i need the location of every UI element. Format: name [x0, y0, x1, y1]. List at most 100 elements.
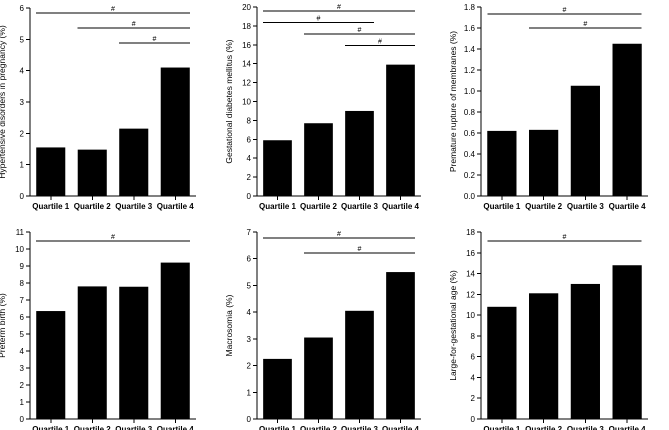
y-tick-label: 4	[247, 154, 252, 163]
bar-3	[345, 110, 374, 196]
y-tick-label: 6	[247, 135, 252, 144]
bar-1	[487, 306, 517, 419]
y-tick-label: 4	[247, 308, 252, 317]
x-tick-label: Quartile 3	[115, 425, 152, 430]
x-tick-label: Quartile 4	[382, 202, 419, 211]
x-tick-label: Quartile 1	[483, 202, 520, 211]
y-tick-label: 20	[242, 3, 251, 12]
panel-premature-rupture: 0.0 0.2 0.4 0.6 0.8 1.0 1.2 1.4 1.6 1.8 Quartile 1…	[448, 3, 648, 211]
x-tick-label: Quartile 4	[382, 425, 419, 430]
bar-3	[570, 85, 600, 196]
bar-2	[304, 123, 333, 196]
y-tick-label: 0	[20, 192, 25, 201]
y-tick-label: 1.6	[464, 24, 476, 33]
y-tick-label: 3	[20, 364, 25, 373]
x-tick-label: Quartile 1	[259, 425, 296, 430]
bar-3	[119, 128, 149, 196]
y-tick-label: 5	[20, 35, 25, 44]
bar-3	[119, 286, 149, 419]
x-tick-label: Quartile 3	[341, 202, 378, 211]
bar-4	[160, 67, 190, 197]
y-tick-label: 0.8	[464, 108, 476, 117]
y-axis-label: Preterm birth (%)	[0, 293, 7, 358]
significance-mark: #	[111, 234, 115, 241]
y-tick-label: 1	[20, 398, 25, 407]
significance-mark: #	[317, 16, 321, 23]
panel-gestational-diabetes: 0 2 4 6 8 10 12 14 16 18 20 Quartile 1 Quartile 2 Qua…	[224, 3, 421, 211]
y-tick-label: 0	[20, 415, 25, 424]
y-tick-label: 2	[471, 394, 476, 403]
bar-1	[487, 130, 517, 196]
y-tick-label: 4	[20, 347, 25, 356]
x-tick-label: Quartile 1	[32, 202, 69, 211]
x-tick-label: Quartile 2	[74, 202, 111, 211]
significance-mark: #	[563, 7, 567, 14]
y-tick-label: 14	[242, 60, 251, 69]
panel-macrosomia: 0 1 2 3 4 5 6 7 Quartile 1 Quartile 2 Quartile 3 Qu…	[224, 228, 421, 430]
y-tick-label: 0.0	[464, 192, 476, 201]
y-tick-label: 0	[471, 415, 476, 424]
y-tick-label: 6	[471, 353, 476, 362]
y-tick-label: 1.4	[464, 45, 476, 54]
y-tick-label: 2	[20, 129, 25, 138]
y-tick-label: 2	[247, 362, 252, 371]
x-tick-label: Quartile 2	[525, 202, 562, 211]
x-tick-label: Quartile 1	[259, 202, 296, 211]
y-tick-label: 18	[242, 22, 251, 31]
bar-4	[612, 43, 642, 196]
y-tick-label: 1.8	[464, 3, 476, 12]
y-tick-label: 0.2	[464, 171, 476, 180]
significance-mark: #	[378, 39, 382, 46]
y-tick-label: 0	[247, 192, 252, 201]
significance-mark: #	[153, 36, 157, 43]
y-tick-label: 1	[247, 388, 252, 397]
y-tick-label: 5	[20, 330, 25, 339]
y-tick-label: 1.2	[464, 66, 476, 75]
y-tick-label: 4	[471, 373, 476, 382]
y-tick-label: 6	[247, 255, 252, 264]
y-tick-label: 10	[466, 311, 475, 320]
bar-2	[77, 149, 107, 196]
y-tick-label: 14	[466, 270, 475, 279]
bar-2	[304, 337, 333, 419]
bar-1	[263, 358, 292, 419]
bar-2	[529, 129, 559, 196]
panel-preterm-birth: 0 1 2 3 4 5 6 7 8 9 10 11 Quartile 1 Quartile 2 Quarti…	[0, 228, 196, 430]
y-tick-label: 11	[16, 228, 25, 237]
x-tick-label: Quartile 2	[525, 425, 562, 430]
significance-mark: #	[583, 21, 587, 28]
bar-2	[529, 293, 559, 419]
x-tick-label: Quartile 4	[157, 425, 194, 430]
significance-mark: #	[337, 4, 341, 11]
y-tick-label: 12	[466, 290, 475, 299]
y-tick-label: 16	[466, 249, 475, 258]
y-tick-label: 1	[20, 161, 25, 170]
x-tick-label: Quartile 3	[567, 425, 604, 430]
y-tick-label: 4	[20, 67, 25, 76]
y-axis-label: Premature rupture of membranes (%)	[448, 31, 458, 172]
bar-4	[160, 262, 190, 419]
y-tick-label: 1.0	[464, 87, 476, 96]
y-tick-label: 8	[20, 279, 25, 288]
significance-mark: #	[111, 6, 115, 13]
y-tick-label: 2	[247, 173, 252, 182]
y-tick-label: 3	[20, 98, 25, 107]
y-tick-label: 10	[15, 245, 24, 254]
y-tick-label: 8	[247, 116, 252, 125]
x-tick-label: Quartile 2	[74, 425, 111, 430]
y-axis-label: Gestational diabetes mellitus (%)	[224, 39, 234, 163]
x-tick-label: Quartile 4	[609, 202, 646, 211]
y-tick-label: 6	[20, 313, 25, 322]
significance-mark: #	[337, 231, 341, 238]
y-tick-label: 0	[247, 415, 252, 424]
y-tick-label: 0.6	[464, 129, 476, 138]
bar-1	[36, 311, 66, 419]
x-tick-label: Quartile 4	[157, 202, 194, 211]
bar-4	[386, 272, 415, 419]
bar-1	[36, 147, 66, 196]
y-tick-label: 6	[20, 4, 25, 13]
y-tick-label: 10	[242, 98, 251, 107]
x-tick-label: Quartile 3	[115, 202, 152, 211]
y-tick-label: 2	[20, 381, 25, 390]
